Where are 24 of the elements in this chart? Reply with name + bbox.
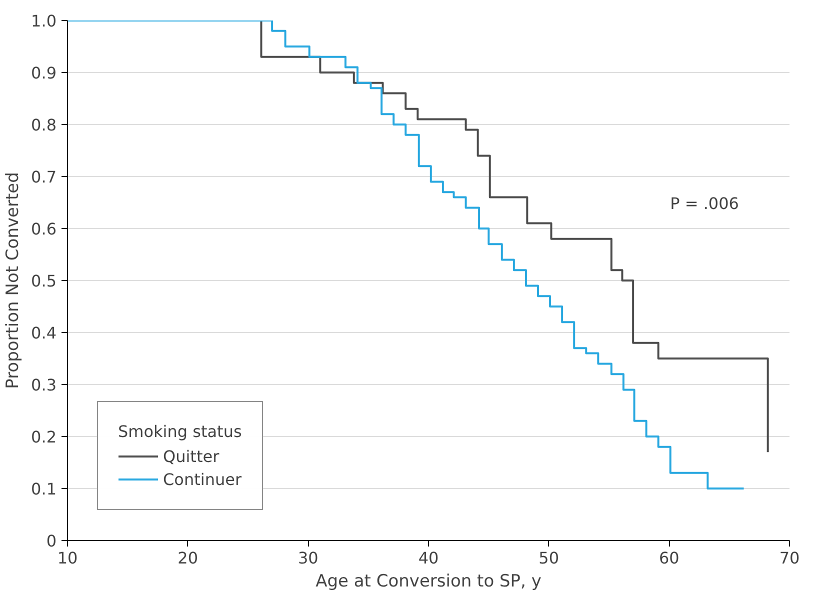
x-tick-label: 10 — [57, 548, 78, 568]
y-tick-label: 0.6 — [31, 220, 57, 238]
x-axis-title: Age at Conversion to SP, y — [316, 572, 542, 592]
x-tick-label: 20 — [178, 548, 198, 568]
y-tick-label: 0.7 — [31, 168, 57, 186]
y-tick-label: 0.8 — [31, 116, 57, 134]
y-tick-label: 0.3 — [31, 376, 57, 394]
y-tick-label: 0.9 — [31, 64, 57, 82]
legend-label: Quitter — [163, 446, 220, 466]
y-axis-title: Proportion Not Converted — [3, 172, 24, 389]
x-tick-label: 30 — [298, 548, 318, 568]
y-tick-label: 0.4 — [31, 324, 57, 342]
y-tick-label: 0.1 — [31, 480, 57, 498]
x-tick-label: 50 — [538, 548, 560, 568]
y-tick-label: 0.5 — [31, 272, 57, 290]
legend-label: Continuer — [163, 470, 242, 488]
legend-title: Smoking status — [118, 422, 242, 441]
x-tick-label: 40 — [418, 548, 439, 568]
annotation: P = .006 — [670, 194, 739, 213]
y-tick-label: 1.0 — [31, 12, 57, 30]
x-tick-label: 70 — [779, 548, 800, 568]
y-tick-label: 0.2 — [31, 428, 57, 446]
x-tick-label: 60 — [658, 548, 680, 568]
y-tick-label: 0 — [46, 532, 57, 550]
